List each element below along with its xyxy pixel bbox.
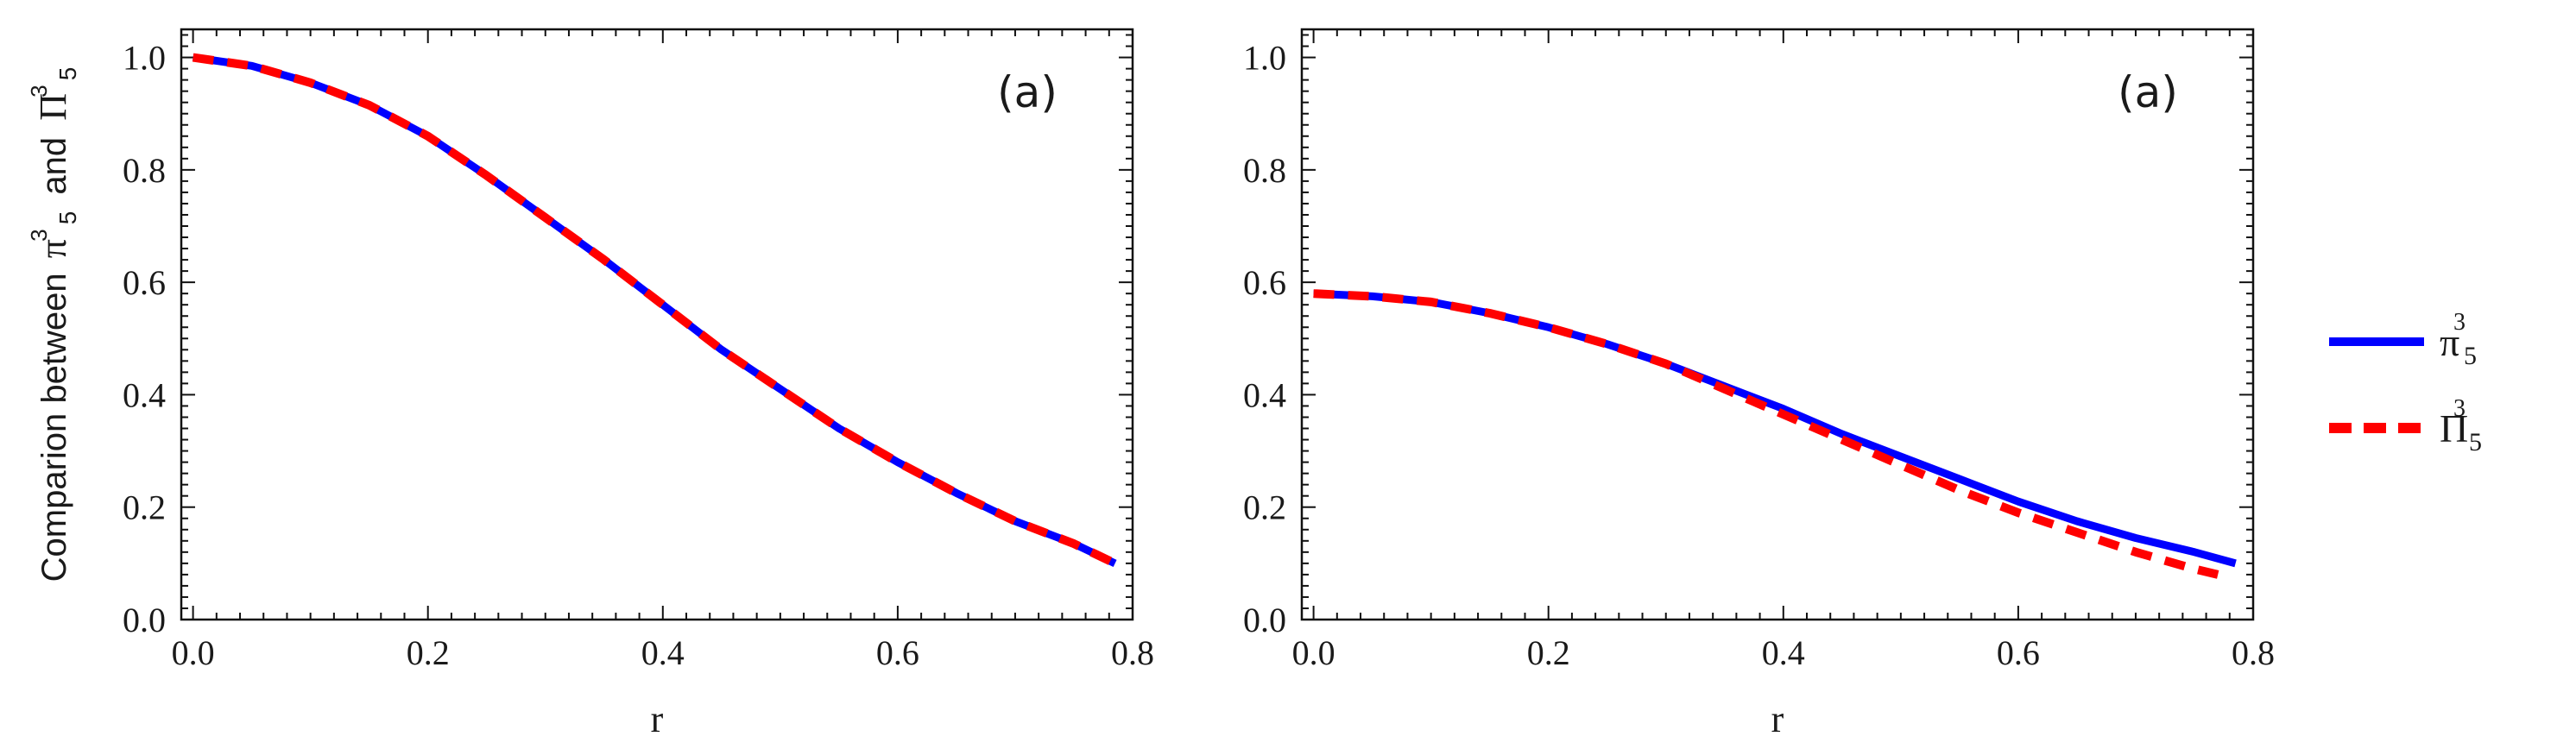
y-tick-label: 0.2 [123,488,166,527]
right-plot-frame [1300,28,2255,621]
ylabel-symbol-pi: π [32,239,74,258]
x-tick-label: 0.4 [1762,633,1805,672]
legend: π 3 5 Π 3 5 [2329,309,2482,456]
x-tick-label: 0.0 [1292,633,1335,672]
y-tick-label: 1.0 [123,39,166,78]
ylabel-connector: and [35,137,73,195]
legend-symbol-capital-pi: Π [2440,406,2468,450]
right-x-axis-label: r [1771,698,1784,740]
legend-item-capital-pi: Π 3 5 [2329,395,2482,456]
x-tick-label: 0.6 [1997,633,2040,672]
series-line-pi [192,54,1117,567]
left-panel-label: (a) [997,67,1058,117]
y-tick-label: 0.0 [123,601,166,639]
right-panel: 0.0 0.2 0.4 0.6 0.8 0.0 0.2 0.4 0.6 0.8 1.0 (a) r [1243,28,2275,740]
x-tick-label: 0.8 [2232,633,2275,672]
legend-symbol-pi: π [2440,320,2459,364]
y-tick-label: 0.2 [1243,488,1286,527]
legend-sub-capital-pi: 5 [2469,428,2482,456]
ylabel-sub-2: 5 [54,67,81,81]
svg-text:Comparion between π: Comparion between π 3 5 and Π 3 5 [16,67,84,582]
y-tick-label: 0.6 [1243,263,1286,302]
x-tick-label: 0.8 [1111,633,1154,672]
legend-sup-pi: 3 [2453,309,2466,336]
series-line-capital-pi [1313,289,2219,579]
ylabel-symbol-capital-pi: Π [32,93,74,121]
series-line-pi [1313,289,2237,568]
ylabel-sup-2: 3 [26,85,52,97]
y-tick-label: 0.8 [123,151,166,190]
legend-item-pi: π 3 5 [2329,309,2477,370]
x-tick-label: 0.4 [641,633,685,672]
right-series [1313,289,2237,579]
y-tick-label: 0.8 [1243,151,1286,190]
y-tick-label: 0.4 [1243,375,1286,414]
x-tick-label: 0.6 [876,633,919,672]
left-x-axis-label: r [651,698,664,740]
x-tick-label: 0.2 [1527,633,1570,672]
right-ticks: 0.0 0.2 0.4 0.6 0.8 0.0 0.2 0.4 0.6 0.8 1.0 [1243,29,2275,672]
x-tick-label: 0.0 [172,633,215,672]
x-tick-label: 0.2 [407,633,450,672]
ylabel-sup-1: 3 [26,229,52,241]
series-line-capital-pi [192,53,1117,568]
left-plot-frame [180,28,1134,621]
y-tick-label: 0.6 [123,263,166,302]
ylabel-sub-1: 5 [54,211,81,225]
left-y-axis-label: Comparion between π 3 5 and Π 3 5 [16,67,84,582]
ylabel-text: Comparion between [35,273,73,582]
y-tick-label: 1.0 [1243,39,1286,78]
left-ticks: 0.0 0.2 0.4 0.6 0.8 0.0 0.2 0.4 0.6 0.8 1.0 [123,29,1154,672]
left-panel: 0.0 0.2 0.4 0.6 0.80.00.20.40.60.81.0 (a) r … [16,28,1154,740]
y-tick-label: 0.0 [1243,601,1286,639]
y-tick-label: 0.4 [123,375,166,414]
right-panel-label: (a) [2118,67,2178,117]
left-series [192,53,1117,568]
legend-sup-capital-pi: 3 [2453,395,2466,422]
legend-sub-pi: 5 [2464,342,2477,370]
